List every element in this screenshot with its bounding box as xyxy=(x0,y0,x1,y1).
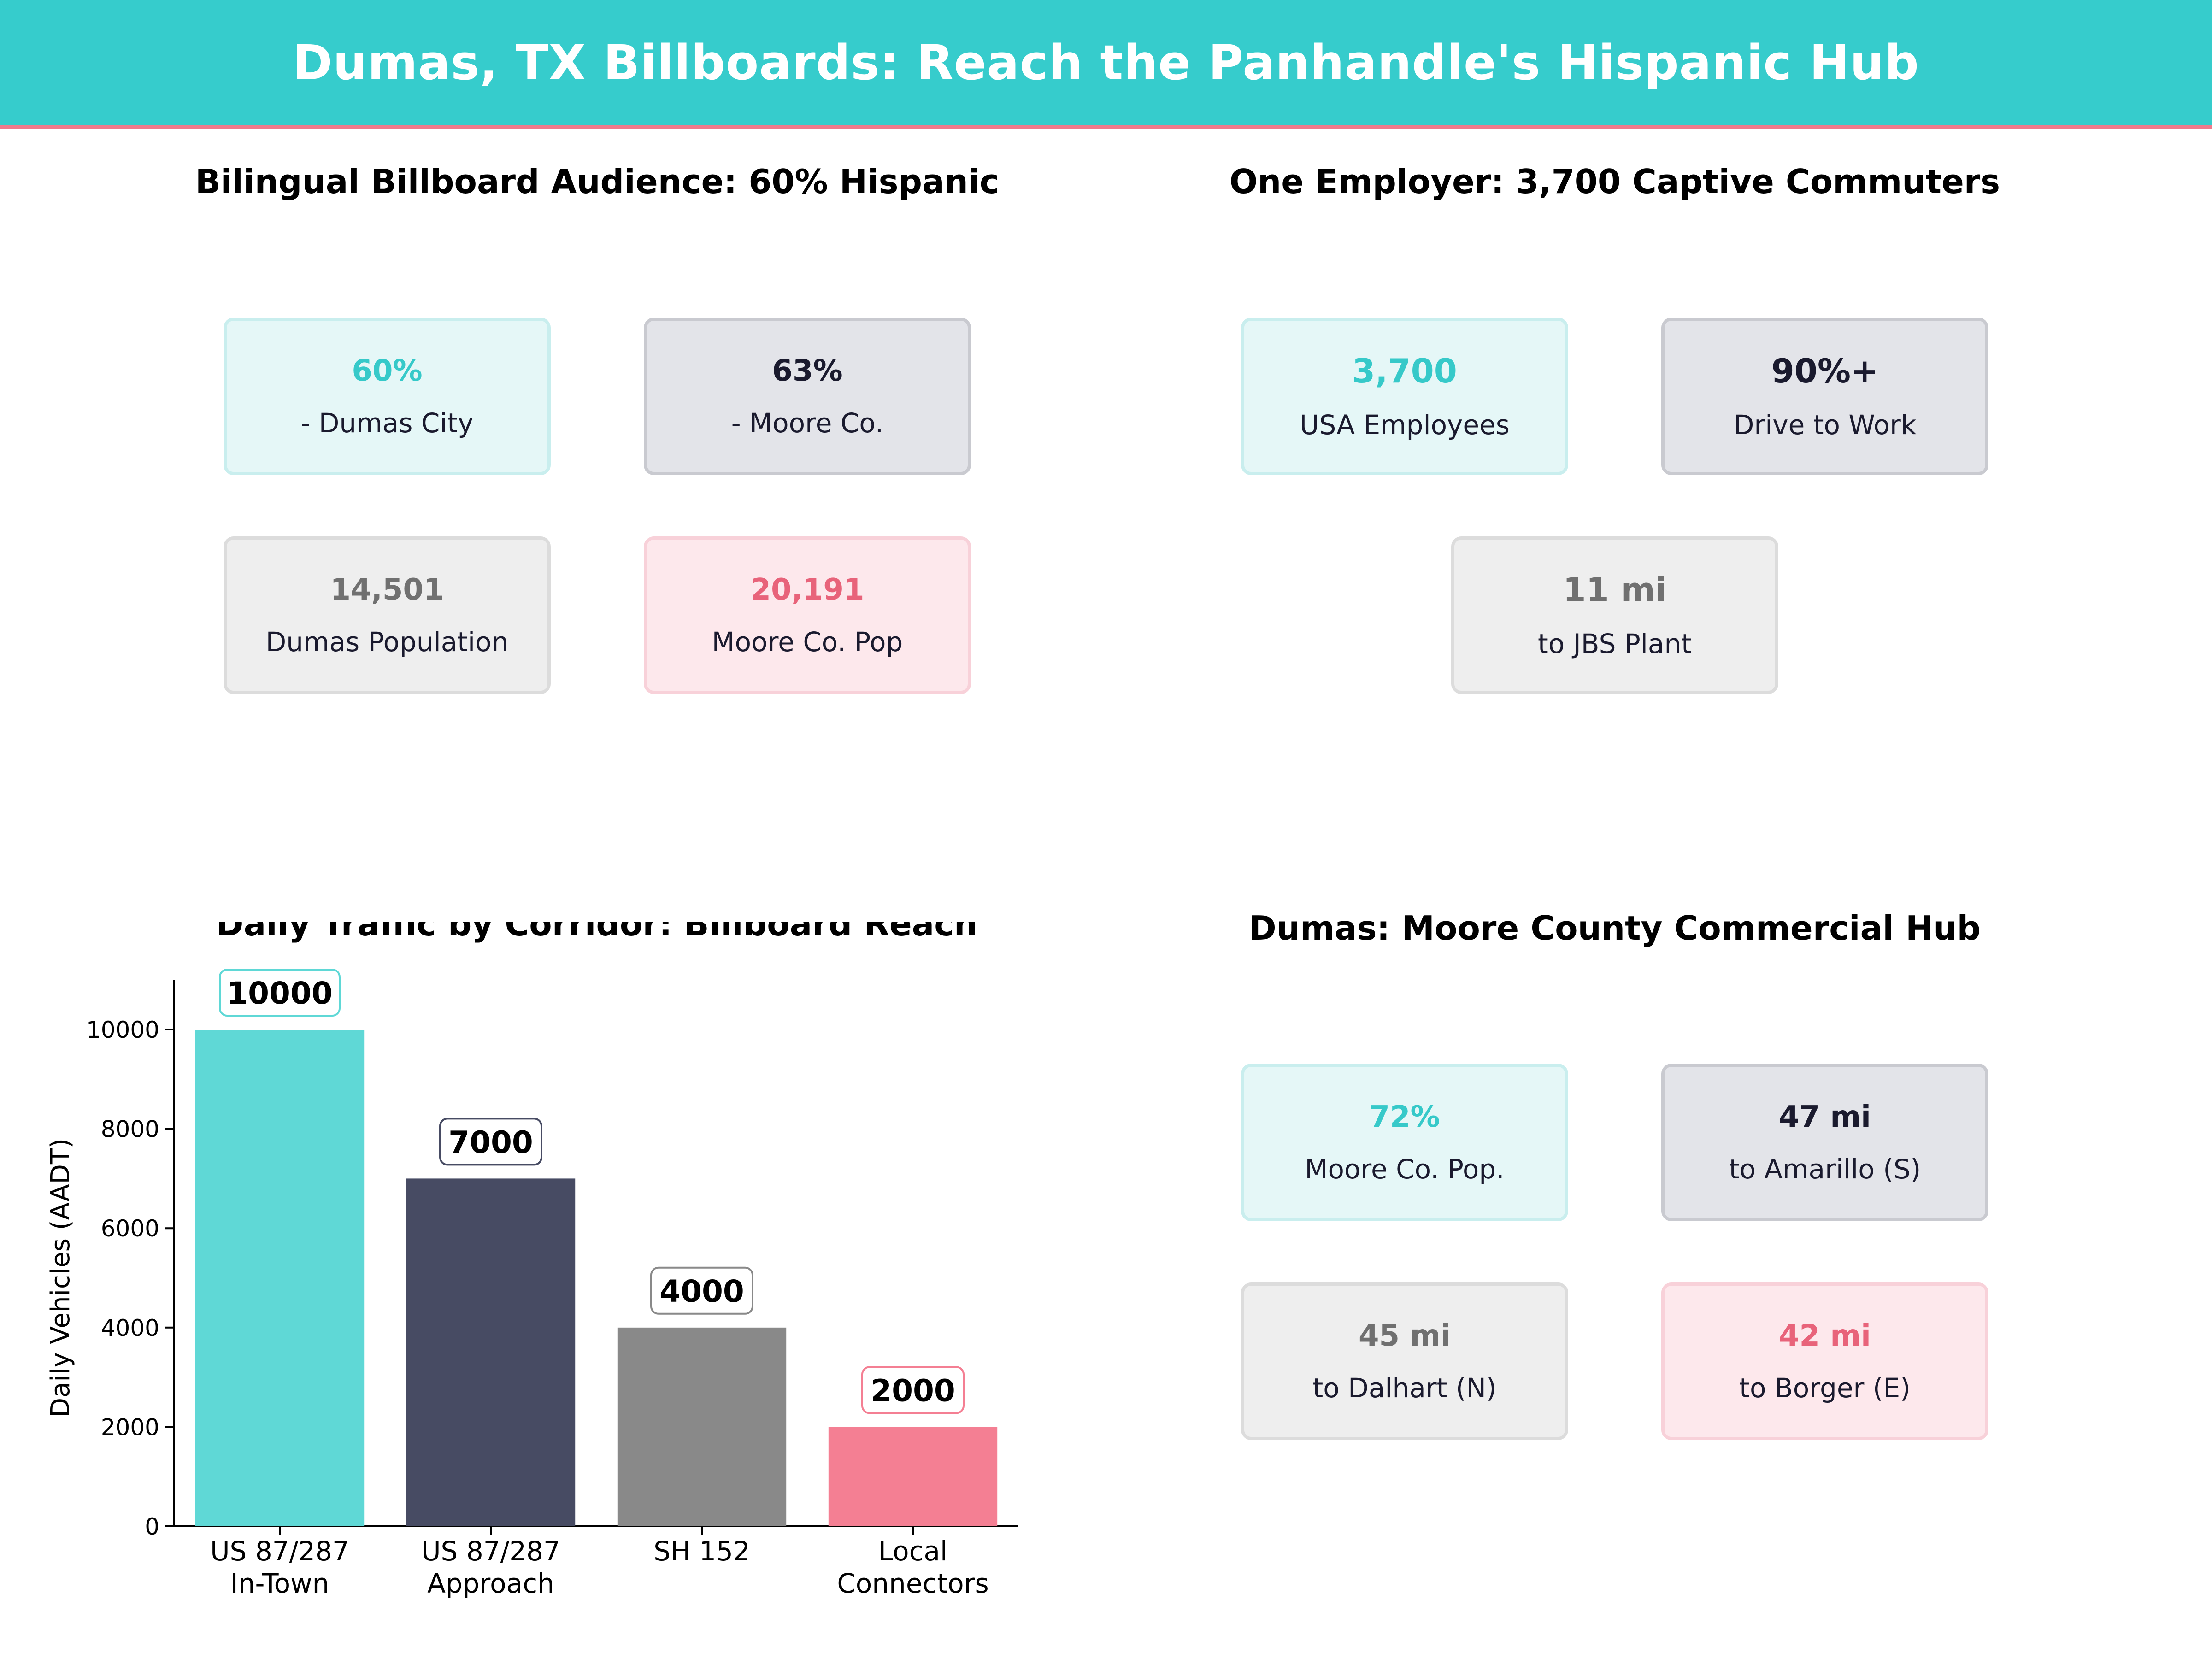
y-tick-label: 0 xyxy=(145,1513,159,1540)
bar xyxy=(406,1178,576,1526)
x-tick-label: SH 152 xyxy=(653,1535,750,1567)
stat-card-drive-to-work: 90%+ Drive to Work xyxy=(1661,318,1988,475)
data-label: 7000 xyxy=(448,1124,533,1160)
stat-value: 60% xyxy=(352,354,423,388)
stat-label: to JBS Plant xyxy=(1538,628,1692,659)
x-tick-label: US 87/287 xyxy=(210,1535,349,1567)
stat-value: 3,700 xyxy=(1352,352,1457,390)
data-label-box xyxy=(650,1266,753,1315)
stat-value: 14,501 xyxy=(330,573,444,607)
stat-card-moore-co-pop: 20,191 Moore Co. Pop xyxy=(644,536,971,694)
page-title: Dumas, TX Billboards: Reach the Panhandl… xyxy=(293,35,1919,91)
y-axis-label: Daily Vehicles (AADT) xyxy=(46,1138,76,1418)
x-tick-label: Approach xyxy=(427,1568,554,1599)
data-label: 2000 xyxy=(871,1373,955,1408)
hub-panel-title: Dumas: Moore County Commercial Hub xyxy=(1248,909,1981,947)
y-tick-label: 4000 xyxy=(101,1315,159,1341)
data-label: 4000 xyxy=(659,1274,744,1309)
stat-card-dumas-population: 14,501 Dumas Population xyxy=(224,536,551,694)
stat-label: Moore Co. Pop. xyxy=(1305,1153,1505,1185)
stat-value: 63% xyxy=(772,354,843,388)
bar xyxy=(195,1030,365,1526)
x-tick-label: US 87/287 xyxy=(421,1535,560,1567)
data-label-box xyxy=(439,1118,542,1166)
stat-card-usa-employees: 3,700 USA Employees xyxy=(1241,318,1568,475)
y-tick-label: 2000 xyxy=(101,1414,159,1441)
x-tick-label: Connectors xyxy=(837,1568,988,1599)
data-label-box xyxy=(861,1366,965,1414)
stat-label: - Moore Co. xyxy=(731,407,884,439)
stat-value: 90%+ xyxy=(1771,352,1879,390)
stat-label: to Borger (E) xyxy=(1739,1372,1911,1404)
stat-label: to Amarillo (S) xyxy=(1729,1153,1921,1185)
stat-label: USA Employees xyxy=(1300,409,1510,441)
stat-value: 72% xyxy=(1369,1100,1440,1134)
stat-card-borger: 42 mi to Borger (E) xyxy=(1661,1282,1988,1440)
traffic-bar-chart: Daily Traffic by Corridor: Billboard Rea… xyxy=(46,922,1018,1599)
data-label-box xyxy=(219,969,341,1017)
stat-value: 42 mi xyxy=(1779,1319,1871,1353)
data-label: 10000 xyxy=(227,976,333,1011)
stat-card-dumas-city: 60% - Dumas City xyxy=(224,318,551,475)
y-tick-label: 8000 xyxy=(101,1116,159,1143)
x-tick-label: In-Town xyxy=(230,1568,329,1599)
stat-card-dalhart: 45 mi to Dalhart (N) xyxy=(1241,1282,1568,1440)
stat-label: to Dalhart (N) xyxy=(1312,1372,1497,1404)
stat-value: 45 mi xyxy=(1359,1319,1451,1353)
chart-title: Daily Traffic by Corridor: Billboard Rea… xyxy=(216,922,977,943)
stat-value: 47 mi xyxy=(1779,1100,1871,1134)
stat-card-jbs-plant: 11 mi to JBS Plant xyxy=(1451,536,1778,694)
y-tick-label: 10000 xyxy=(86,1017,159,1043)
bar xyxy=(828,1427,998,1526)
x-tick-label: Local xyxy=(878,1535,947,1567)
y-tick-label: 6000 xyxy=(101,1215,159,1242)
audience-panel-title: Bilingual Billboard Audience: 60% Hispan… xyxy=(195,162,1000,201)
header-banner: Dumas, TX Billboards: Reach the Panhandl… xyxy=(0,0,2212,129)
stat-card-moore-co: 63% - Moore Co. xyxy=(644,318,971,475)
bar xyxy=(617,1327,787,1526)
stat-label: Drive to Work xyxy=(1733,409,1917,441)
stat-value: 11 mi xyxy=(1563,571,1667,609)
stat-value: 20,191 xyxy=(750,573,865,607)
employer-panel-title: One Employer: 3,700 Captive Commuters xyxy=(1229,162,2000,201)
stat-card-moore-co-pop-share: 72% Moore Co. Pop. xyxy=(1241,1064,1568,1221)
stat-label: Moore Co. Pop xyxy=(712,626,903,658)
stat-label: Dumas Population xyxy=(265,626,509,658)
stat-card-amarillo: 47 mi to Amarillo (S) xyxy=(1661,1064,1988,1221)
stat-label: - Dumas City xyxy=(300,407,474,439)
